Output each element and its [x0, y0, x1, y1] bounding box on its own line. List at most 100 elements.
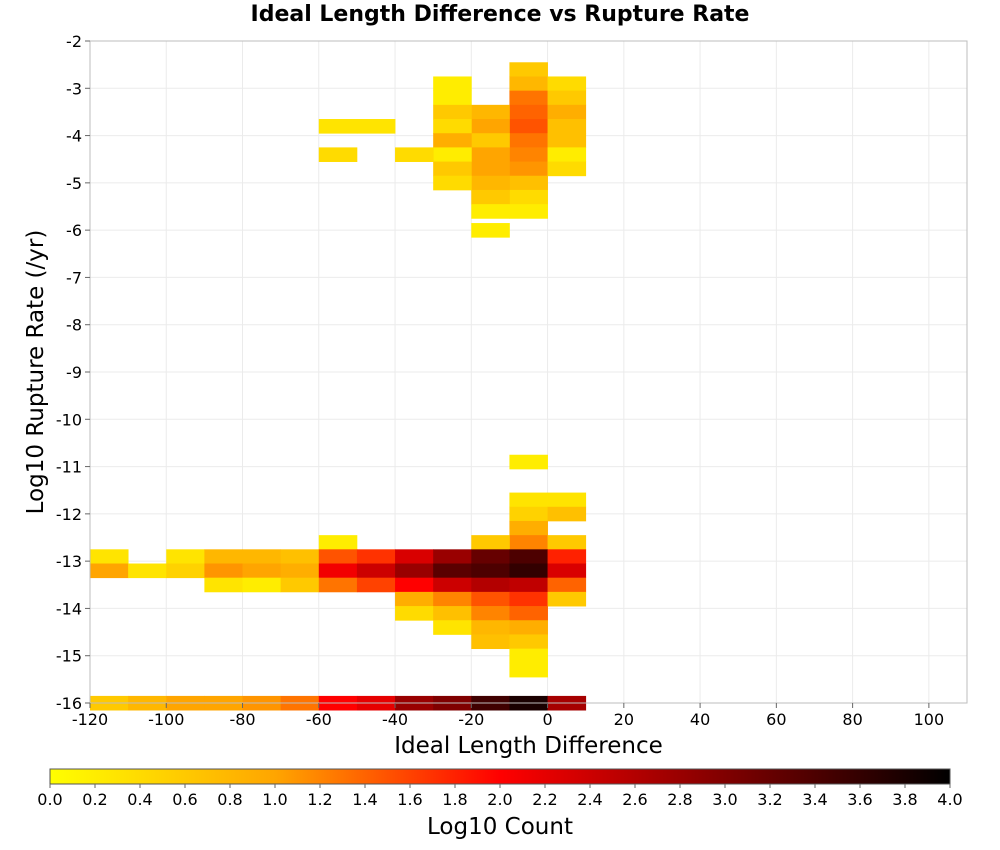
heatmap-cell: [318, 577, 358, 593]
colorbar-tick-label: 0.8: [217, 790, 242, 809]
colorbar-tick-label: 3.8: [892, 790, 917, 809]
heatmap-cell: [242, 563, 282, 579]
heatmap-cell: [90, 549, 129, 564]
heatmap-cell: [547, 76, 587, 92]
x-tick-label: 80: [842, 710, 862, 729]
heatmap-cell: [471, 577, 510, 593]
y-tick-label: -4: [66, 127, 82, 146]
x-tick-label: 100: [914, 710, 945, 729]
heatmap-cell: [280, 563, 320, 579]
heatmap-cell: [509, 62, 548, 77]
heatmap-cell: [318, 549, 358, 564]
heatmap-cell: [471, 563, 510, 579]
heatmap-cell: [356, 577, 396, 593]
heatmap-cell: [280, 549, 320, 564]
colorbar: [49, 768, 951, 785]
heatmap-cell: [471, 175, 510, 191]
heatmap-cell: [509, 204, 548, 219]
heatmap-cell: [204, 563, 243, 579]
colorbar-tick-label: 2.6: [622, 790, 647, 809]
y-tick-label: -12: [56, 505, 82, 524]
heatmap-cell: [318, 147, 358, 162]
heatmap-cell: [318, 563, 358, 579]
heatmap-cell: [395, 591, 434, 607]
heatmap-cell: [471, 591, 510, 607]
colorbar-tick-label: 3.4: [802, 790, 827, 809]
heatmap-cell: [356, 549, 396, 564]
colorbar-tick-label: 3.6: [847, 790, 872, 809]
heatmap-cell: [471, 161, 510, 177]
heatmap-cell: [395, 563, 434, 579]
y-tick-label: -11: [56, 458, 82, 477]
heatmap-cell: [433, 620, 472, 635]
heatmap-cell: [242, 549, 282, 564]
heatmap-cell: [547, 161, 587, 177]
heatmap-cell: [471, 535, 510, 550]
heatmap-cell: [242, 577, 282, 593]
heatmap-cell: [509, 549, 548, 564]
y-tick-label: -5: [66, 174, 82, 193]
x-tick-label: 0: [542, 710, 552, 729]
heatmap-cell: [547, 147, 587, 162]
heatmap-cell: [547, 133, 587, 148]
heatmap-cell: [509, 175, 548, 191]
heatmap-cell: [471, 189, 510, 205]
heatmap-cell: [433, 606, 472, 621]
heatmap-cell: [509, 591, 548, 607]
heatmap-cell: [471, 104, 510, 120]
heatmap-cell: [204, 577, 243, 593]
chart-title: Ideal Length Difference vs Rupture Rate: [250, 2, 750, 27]
heatmap-cell: [509, 76, 548, 92]
colorbar-tick-label: 4.0: [937, 790, 962, 809]
colorbar-tick-label: 1.8: [442, 790, 467, 809]
heatmap-cell: [433, 76, 472, 92]
y-tick-label: -7: [66, 268, 82, 287]
heatmap-cell: [433, 577, 472, 593]
heatmap-cell: [395, 147, 434, 162]
heatmap-cell: [433, 161, 472, 177]
heatmap-cell: [509, 90, 548, 106]
heatmap-cell: [509, 662, 548, 678]
heatmap-cell: [356, 119, 396, 134]
heatmap-cell: [471, 549, 510, 564]
colorbar-tick-label: 0.2: [82, 790, 107, 809]
heatmap-cell: [433, 90, 472, 106]
x-tick-label: 40: [690, 710, 710, 729]
heatmap-cell: [433, 563, 472, 579]
heatmap-cell: [509, 535, 548, 550]
colorbar-label: Log10 Count: [427, 814, 573, 840]
heatmap-cell: [433, 175, 472, 191]
heatmap-cell: [395, 549, 434, 564]
y-axis-label: Log10 Rupture Rate (/yr): [23, 229, 49, 515]
heatmap-cell: [509, 189, 548, 205]
heatmap-cell: [509, 161, 548, 177]
heatmap-cell: [433, 591, 472, 607]
heatmap-cell: [395, 606, 434, 621]
heatmap-cell: [509, 520, 548, 536]
heatmap-cell: [509, 606, 548, 621]
heatmap-cell: [547, 577, 587, 593]
heatmap-cell: [547, 119, 587, 134]
heatmap-cell: [471, 634, 510, 650]
heatmap-cell: [509, 104, 548, 120]
colorbar-tick-label: 1.2: [307, 790, 332, 809]
heatmap-cell: [433, 119, 472, 134]
colorbar-tick-label: 2.2: [532, 790, 557, 809]
heatmap-cell: [471, 133, 510, 148]
heatmap-cell: [433, 133, 472, 148]
x-tick-label: -100: [148, 710, 184, 729]
colorbar-tick-label: 2.0: [487, 790, 512, 809]
heatmap-cell: [509, 133, 548, 148]
heatmap-cell: [547, 104, 587, 120]
colorbar-tick-label: 0.6: [172, 790, 197, 809]
x-tick-label: 20: [614, 710, 634, 729]
colorbar-tick-label: 1.0: [262, 790, 287, 809]
heatmap-cell: [471, 119, 510, 134]
heatmap-cell: [433, 104, 472, 120]
heatmap-cell: [356, 563, 396, 579]
heatmap-cell: [547, 591, 587, 607]
heatmap-cell: [471, 147, 510, 162]
heatmap-cell: [471, 620, 510, 635]
